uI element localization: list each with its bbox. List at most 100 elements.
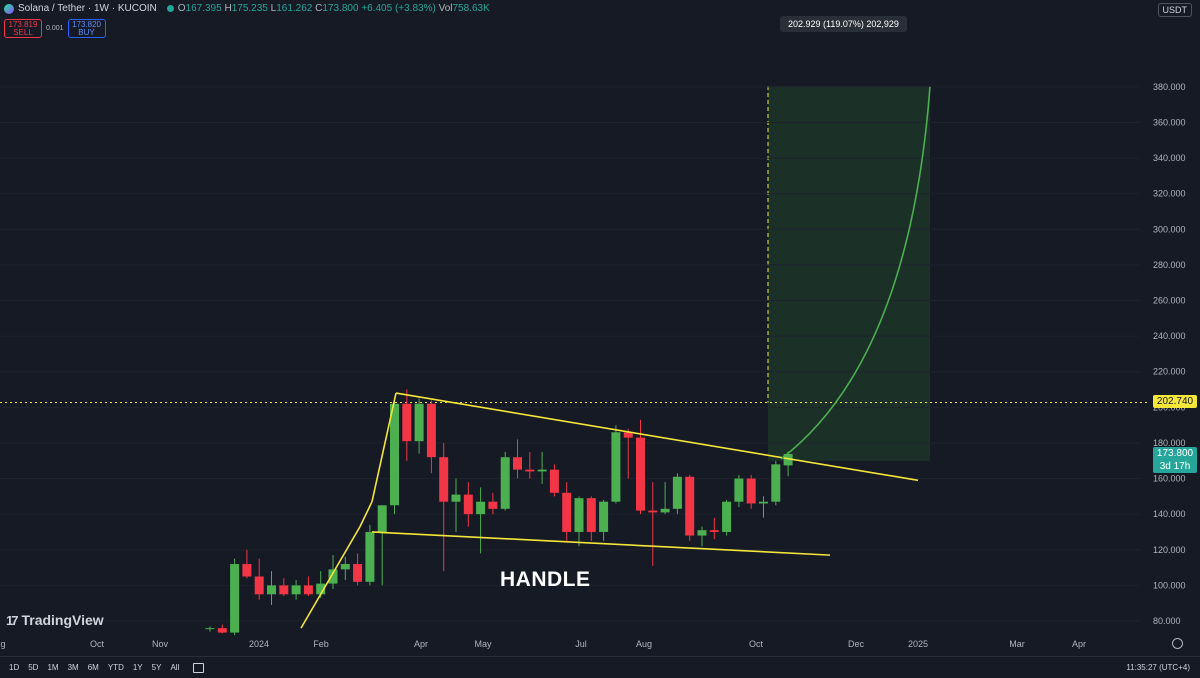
candle (340, 556, 350, 581)
calendar-icon[interactable] (193, 662, 205, 673)
candle (205, 626, 215, 632)
candle (463, 482, 473, 527)
x-tick-label: 2025 (908, 639, 928, 649)
range-button[interactable]: 1M (47, 663, 59, 672)
buy-label: BUY (78, 27, 95, 37)
candle-body (722, 501, 732, 532)
x-tick-label: Aug (636, 639, 652, 649)
tradingview-logo[interactable]: 17 TradingView (6, 612, 104, 628)
symbol-title[interactable]: Solana / Tether · 1W · KUCOIN (18, 3, 157, 14)
y-tick-label: 300.000 (1153, 224, 1186, 234)
candle-body (500, 457, 510, 509)
candle-body (291, 585, 301, 595)
y-tick-label: 380.000 (1153, 82, 1186, 92)
lower-trendline[interactable] (371, 531, 831, 556)
bottom-toolbar: 1D 5D 1M 3M 6M YTD 1Y 5Y All 11:35:27 (UTC+4) (0, 656, 1200, 678)
candle-body (734, 478, 744, 502)
x-tick-label: g (0, 639, 5, 649)
candle-body (685, 476, 695, 536)
spread-value: 0.001 (46, 25, 64, 32)
candle-body (488, 501, 498, 509)
candle-body (709, 530, 719, 532)
candle-body (672, 476, 682, 509)
candle (291, 580, 301, 600)
y-tick-label: 240.000 (1153, 331, 1186, 341)
candle-body (267, 585, 276, 595)
candle (599, 499, 609, 541)
range-button[interactable]: 5D (28, 663, 39, 672)
y-tick-label: 280.000 (1153, 260, 1186, 270)
y-tick-label: 340.000 (1153, 153, 1186, 163)
candle-body (660, 508, 670, 513)
range-button[interactable]: 6M (87, 663, 99, 672)
candle-body (537, 469, 547, 472)
range-button[interactable]: All (170, 663, 180, 672)
candle (709, 517, 719, 540)
candle-body (697, 530, 707, 536)
candle-body (476, 501, 486, 515)
target-zone (768, 85, 930, 461)
candle-body (636, 437, 645, 511)
x-tick-label: Jul (575, 639, 587, 649)
candle (525, 451, 535, 479)
candle (660, 482, 670, 515)
sell-button[interactable]: 173.819 SELL (4, 19, 42, 38)
candle-body (402, 403, 412, 442)
candle (488, 492, 498, 515)
range-button[interactable]: 3M (67, 663, 79, 672)
candle (242, 549, 252, 579)
clock: 11:35:27 (UTC+4) (1126, 663, 1190, 672)
measure-label: 202.929 (119.07%) 202,929 (780, 16, 907, 32)
y-tick-label: 360.000 (1153, 117, 1186, 127)
candle-body (463, 494, 473, 515)
candle-body (279, 585, 289, 595)
candle (623, 428, 633, 479)
open-value: 167.395 (185, 3, 222, 14)
candle (439, 442, 449, 572)
candle (648, 482, 658, 566)
x-tick-label: Nov (152, 639, 169, 649)
range-button[interactable]: 1D (9, 663, 20, 672)
candle (636, 419, 645, 515)
y-tick-label: 120.000 (1153, 545, 1186, 555)
candle-body (574, 498, 584, 532)
countdown: 3d 17h (1159, 460, 1191, 472)
range-button[interactable]: 5Y (151, 663, 162, 672)
candle-body (217, 628, 227, 633)
handle-annotation: HANDLE (500, 568, 591, 591)
candle (783, 451, 793, 477)
volume-value: 758.63K (452, 3, 490, 14)
range-button[interactable]: YTD (107, 663, 124, 672)
x-tick-label: May (474, 639, 492, 649)
candle-body (513, 457, 522, 470)
pole-line-1[interactable] (300, 526, 361, 629)
pole-line-2[interactable] (359, 501, 373, 527)
range-button[interactable]: 1Y (132, 663, 143, 672)
low-value: 161.262 (276, 3, 313, 14)
candle-body (549, 469, 559, 493)
candle-body (611, 432, 621, 502)
pole-line-3[interactable] (371, 392, 397, 502)
gear-icon[interactable] (1172, 638, 1183, 649)
price-chart[interactable]: 80.000 100.000 120.000 140.000 160.000 180.00… (0, 0, 1200, 656)
candle-body (586, 498, 596, 532)
candle (759, 496, 768, 518)
candle (353, 553, 363, 586)
y-tick-label: 260.000 (1153, 296, 1186, 306)
candle (672, 473, 682, 515)
candle-body (242, 564, 252, 577)
candle (279, 578, 289, 597)
projection-curve (780, 86, 931, 460)
candle (685, 474, 695, 541)
candle (537, 451, 547, 484)
candle (303, 576, 313, 597)
chart-header: Solana / Tether · 1W · KUCOIN O167.395 H… (4, 3, 490, 14)
y-tick-label: 160.000 (1153, 474, 1186, 484)
y-tick-label: 100.000 (1153, 580, 1186, 590)
candle-body (254, 576, 264, 595)
y-tick-label: 220.000 (1153, 367, 1186, 377)
buy-button[interactable]: 173.820 BUY (67, 19, 106, 38)
upper-trendline[interactable] (395, 392, 919, 482)
range-buttons: 1D 5D 1M 3M 6M YTD 1Y 5Y All (9, 663, 179, 672)
currency-selector[interactable]: USDT (1157, 3, 1192, 17)
